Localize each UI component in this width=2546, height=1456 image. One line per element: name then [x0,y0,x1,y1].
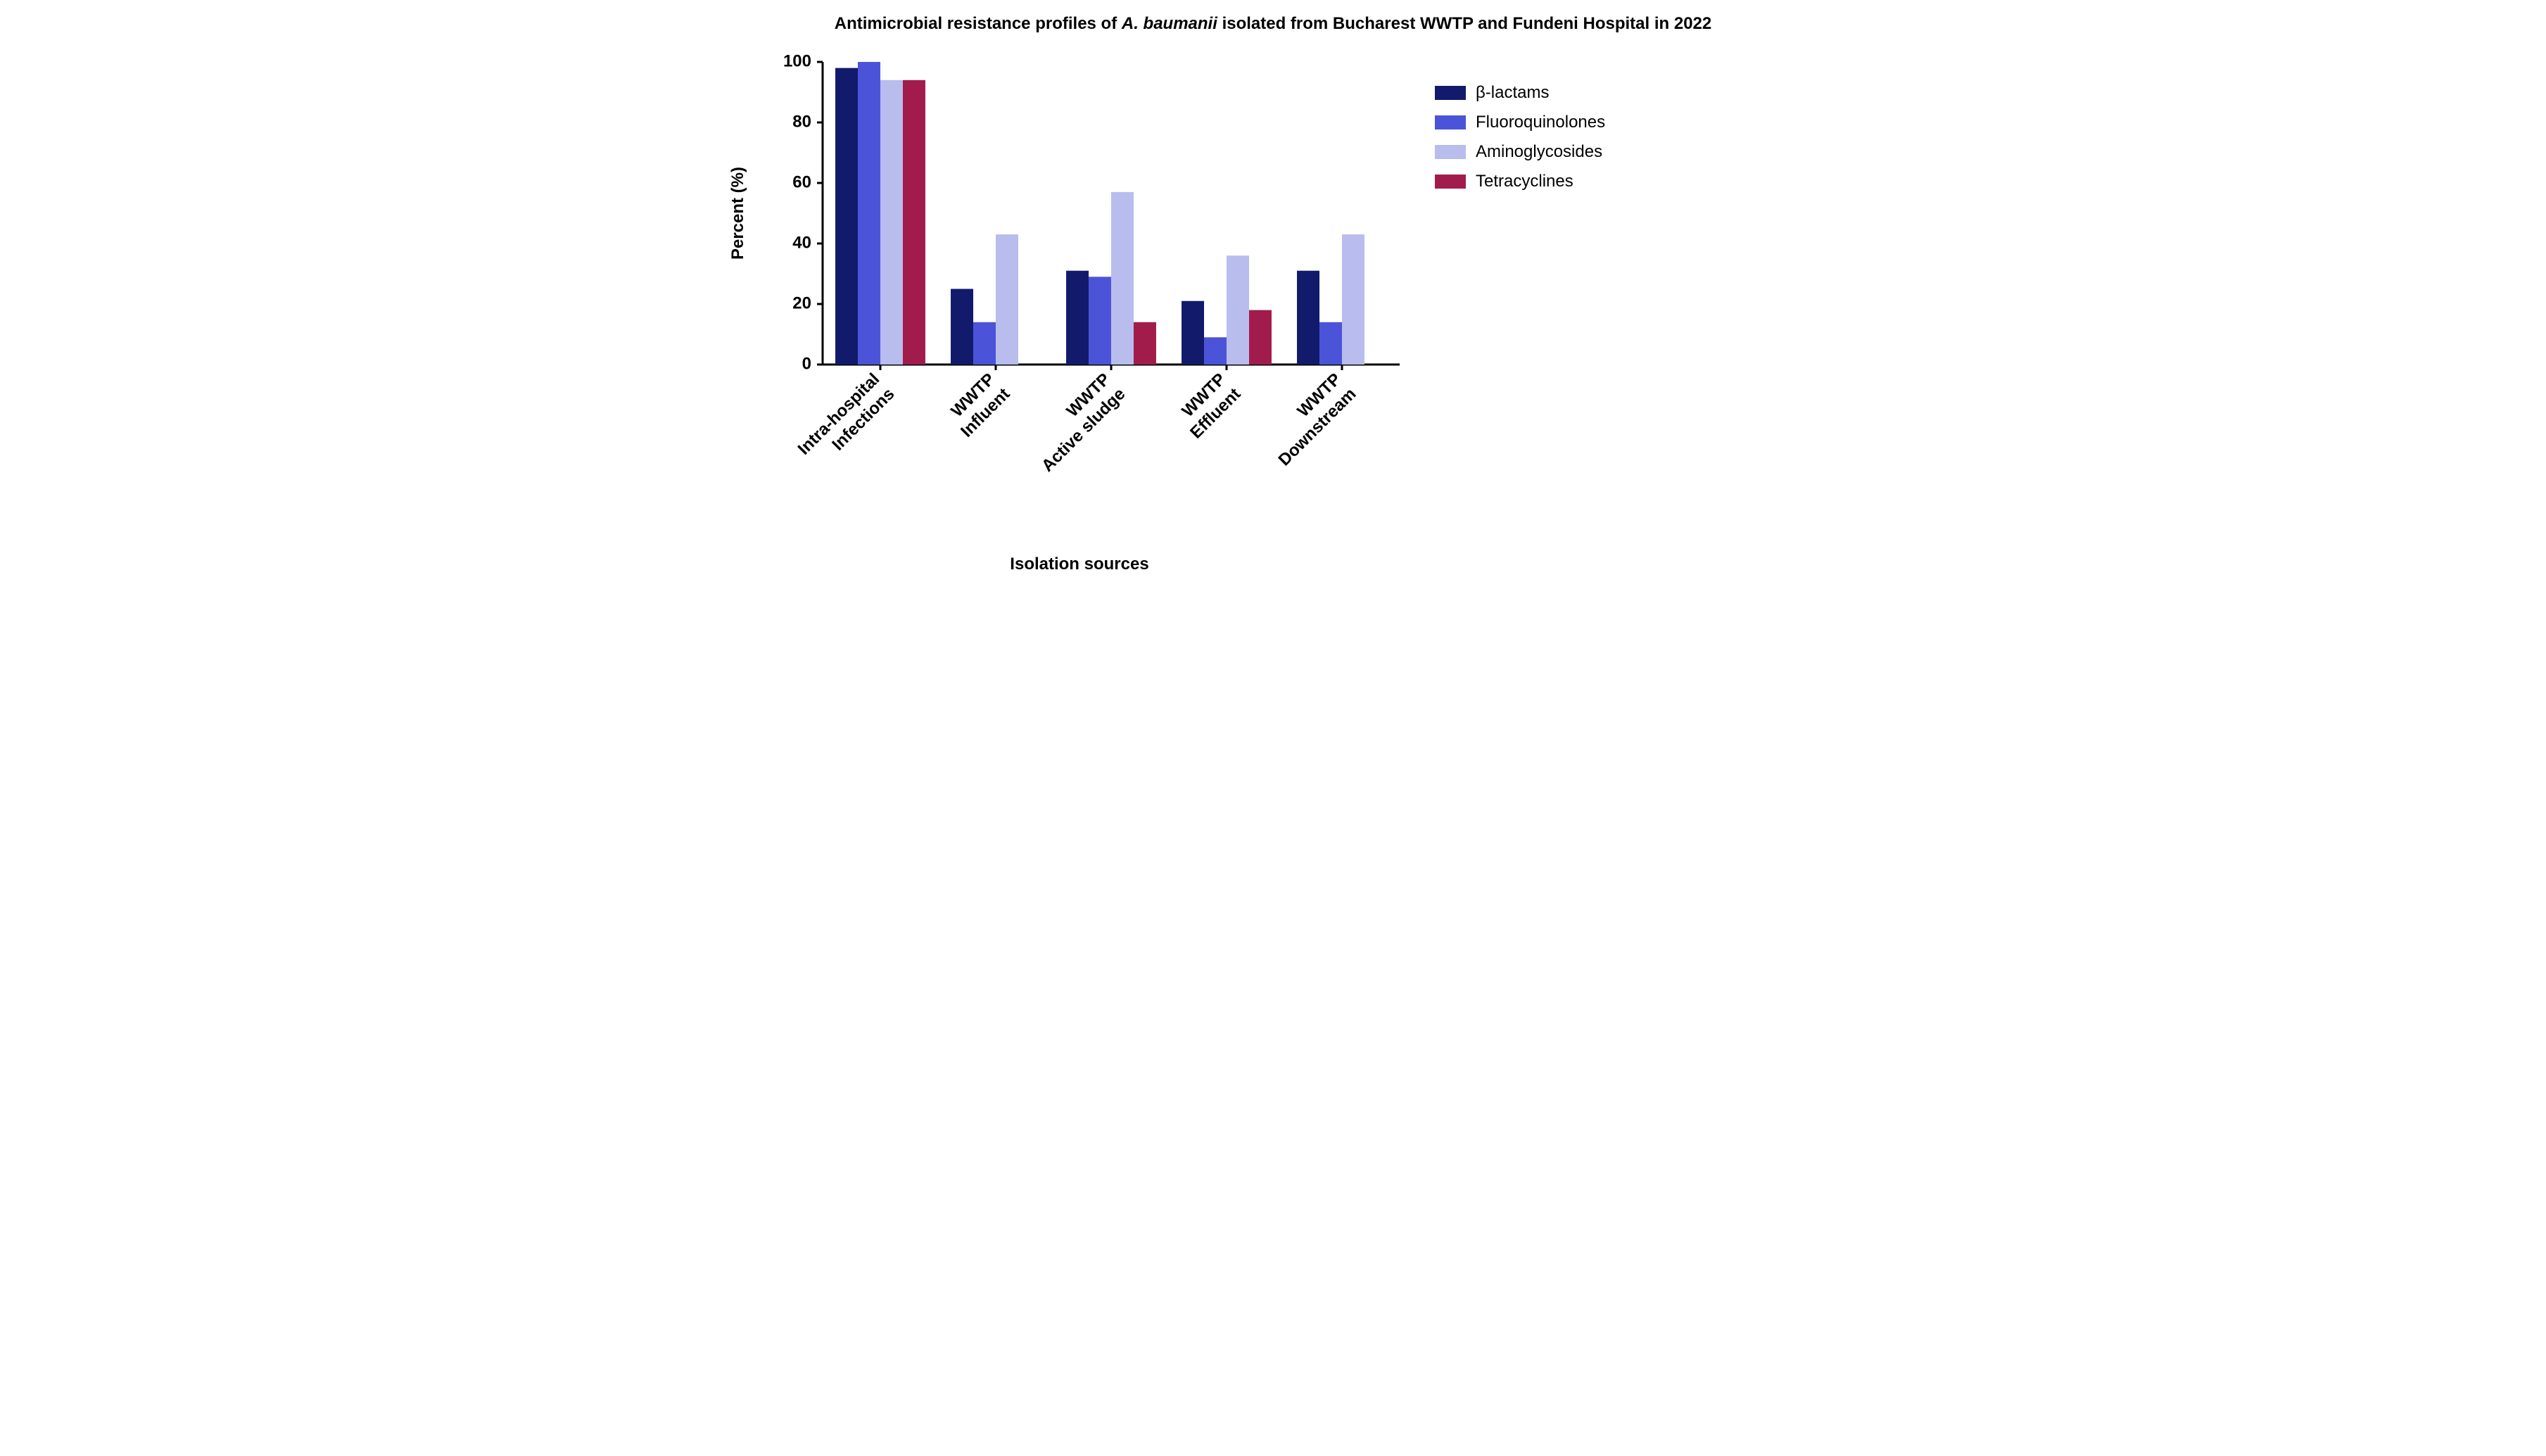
legend-item: Aminoglycosides [1435,142,1605,162]
bar [880,80,903,365]
y-tick-label: 20 [792,293,811,312]
legend-label: Fluoroquinolones [1476,113,1605,132]
y-tick-label: 100 [783,51,811,70]
bar [858,62,880,365]
legend-item: Fluoroquinolones [1435,113,1605,132]
legend-swatch [1435,86,1466,100]
bar [1066,271,1089,365]
bar [951,289,973,365]
legend-swatch [1435,115,1466,129]
legend-swatch [1435,145,1466,159]
legend-item: Tetracyclines [1435,172,1605,191]
x-tick-label: WWTPInfluent [942,369,1014,441]
bar [1319,322,1342,365]
title-prefix: Antimicrobial resistance profiles of [835,14,1122,33]
bar [996,234,1018,365]
legend-swatch [1435,175,1466,189]
x-tick-label: WWTPDownstream [1260,369,1360,469]
title-italic: A. baumanii [1122,14,1217,33]
x-tick-label: WWTPEffluent [1172,369,1244,442]
chart-title: Antimicrobial resistance profiles of A. … [745,14,1801,34]
bar [1182,301,1204,365]
plot-region: Percent (%) 020406080100Intra-hospitalIn… [745,41,1414,574]
bar [1111,192,1134,365]
title-suffix: isolated from Bucharest WWTP and Fundeni… [1217,14,1711,33]
legend-label: Tetracyclines [1476,172,1573,191]
bar [1297,271,1319,365]
bar [1204,337,1227,365]
y-tick-label: 80 [792,112,811,131]
bar [973,322,996,365]
bar [1249,310,1272,365]
legend-label: β-lactams [1476,83,1549,103]
bar [1227,255,1249,365]
bar [1342,234,1364,365]
y-tick-label: 0 [802,354,811,373]
y-tick-label: 60 [792,172,811,191]
y-tick-label: 40 [792,233,811,252]
x-tick-label: Intra-hospitalInfections [794,369,899,474]
bar [835,68,858,365]
y-axis-label: Percent (%) [728,167,748,260]
legend: β-lactams Fluoroquinolones Aminoglycosides… [1435,83,1605,201]
legend-label: Aminoglycosides [1476,142,1602,162]
x-tick-label: WWTPActive sludge [1023,369,1129,476]
bar [1134,322,1156,365]
x-axis-label: Isolation sources [745,555,1414,574]
bar-chart: 0 20 40 60 80 100 Intra-hospitalInfections WWTP… [745,41,1414,547]
bar [903,80,925,365]
bar [1089,277,1111,365]
legend-item: β-lactams [1435,83,1605,103]
